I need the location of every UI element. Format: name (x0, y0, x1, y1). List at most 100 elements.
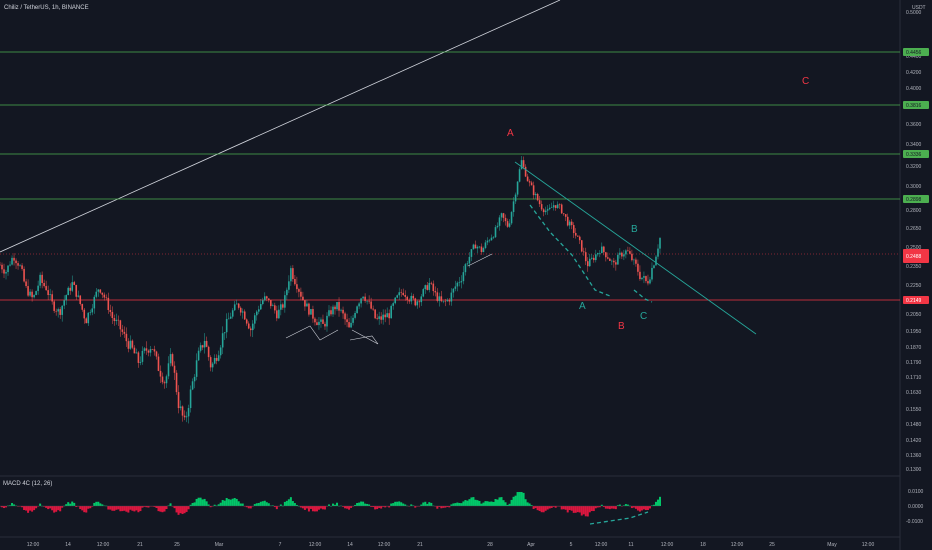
time-tick: 25 (174, 542, 180, 548)
macd-bar (69, 503, 72, 506)
macd-bar (604, 506, 607, 509)
candle-body (418, 301, 421, 303)
macd-bar (153, 506, 156, 507)
macd-bar (141, 506, 144, 508)
price-badges: 0.4456 0.3816 0.3336 0.2898 0.2488 0.2149 (903, 48, 929, 304)
candle-body (366, 300, 368, 302)
macd-bar (564, 506, 567, 510)
candle-body (334, 306, 336, 310)
price-badge (903, 48, 929, 56)
macd-bar (117, 506, 120, 510)
candle-body (151, 349, 154, 350)
macd-bar (358, 502, 361, 506)
macd-bar (77, 506, 80, 507)
macd-bar (83, 506, 86, 513)
candle-body (233, 304, 236, 311)
candle-body (558, 204, 561, 206)
candle-body (582, 251, 585, 253)
candle-body (358, 303, 360, 307)
long-trendline[interactable] (0, 0, 561, 253)
macd-bar (600, 504, 603, 506)
candle-body (296, 284, 298, 290)
macd-bar (584, 506, 587, 517)
wave-label-c-projection: C (802, 76, 809, 87)
candle-body (67, 287, 70, 296)
candle-body (241, 311, 244, 313)
macd-bar (512, 496, 515, 506)
indicator-title: MACD 4C (12, 26) (3, 481, 52, 487)
candle-body (79, 295, 82, 304)
macd-bar (640, 506, 643, 511)
candle-body (149, 349, 152, 353)
time-axis[interactable]: 12:00 14 12:00 21 25 Mar 7 12:00 14 12:00 21 28 Apr 5… (27, 542, 875, 548)
macd-bar (574, 506, 577, 513)
macd-bar (582, 506, 585, 515)
price-tick: 0.3200 (906, 164, 922, 170)
candle-body (294, 279, 296, 285)
candle-body (57, 309, 59, 312)
macd-bar (354, 504, 357, 506)
macd-tick-bottom: -0.0100 (906, 519, 923, 525)
candle-body (560, 204, 563, 214)
macd-bar (530, 505, 533, 506)
macd-bar (259, 501, 262, 506)
time-tick: 14 (65, 542, 71, 548)
candle-body (39, 274, 41, 286)
candle-body (257, 309, 260, 312)
macd-bar (590, 506, 593, 512)
candle-body (159, 370, 162, 377)
candle-body (386, 313, 388, 318)
macd-bar (267, 503, 270, 506)
candle-body (316, 322, 318, 326)
candle-body (143, 348, 146, 351)
candle-body (3, 269, 5, 274)
candle-body (328, 310, 330, 316)
symbol-title: Chiliz / TetherUS, 1h, BINANCE (4, 5, 89, 11)
descending-trendline[interactable] (514, 161, 757, 335)
candle-body (580, 240, 583, 252)
candle-body (280, 304, 282, 310)
macd-bar (181, 506, 184, 515)
macd-bar (438, 506, 441, 507)
candle-body (87, 312, 90, 324)
price-tick: 0.2250 (906, 283, 922, 289)
price-tick: 0.1710 (906, 375, 922, 381)
candle-body (229, 316, 232, 319)
candle-body (372, 308, 374, 310)
candlestick-series (0, 156, 661, 424)
macd-bar (550, 506, 553, 508)
macd-bar (299, 506, 302, 508)
candle-body (530, 182, 533, 186)
candle-body (550, 207, 553, 209)
candle-body (488, 240, 491, 241)
candle-body (442, 300, 445, 302)
candle-body (7, 265, 9, 273)
macd-bar (548, 506, 551, 509)
macd-bar (107, 506, 110, 510)
macd-bar (223, 500, 226, 506)
candle-body (211, 363, 214, 368)
macd-bar (91, 506, 94, 507)
macd-bar (143, 506, 146, 507)
macd-bar (428, 502, 431, 506)
macd-bar (5, 506, 8, 508)
candle-body (404, 295, 407, 297)
price-tick: 0.2350 (906, 264, 922, 270)
macd-bar (386, 506, 389, 507)
candle-body (237, 303, 240, 308)
candle-body (522, 160, 525, 167)
macd-bar (61, 506, 64, 508)
candle-body (282, 304, 284, 308)
price-axis[interactable]: 0.50000.46000.44000.42000.40000.38000.36… (906, 10, 922, 473)
candle-body (65, 295, 68, 301)
macd-bar (384, 506, 387, 508)
candle-body (605, 252, 607, 258)
macd-bar (53, 506, 56, 513)
candle-body (588, 258, 591, 267)
macd-bar (49, 506, 52, 509)
macd-bar (323, 506, 326, 510)
macd-bar (277, 506, 280, 507)
macd-bar (330, 505, 333, 507)
macd-bar (193, 502, 196, 506)
